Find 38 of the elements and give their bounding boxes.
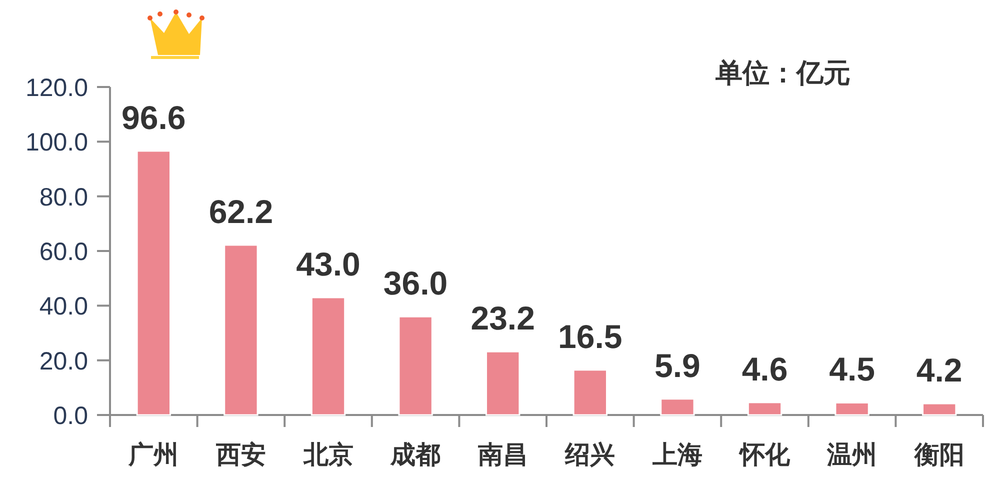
y-tick-label: 0.0: [53, 402, 88, 430]
y-tick-label: 40.0: [39, 292, 88, 321]
data-label: 23.2: [470, 300, 535, 337]
data-label: 36.0: [383, 264, 448, 302]
data-label: 5.9: [654, 346, 700, 384]
data-label: 43.0: [296, 245, 360, 282]
bar: [398, 316, 433, 416]
x-tick-label: 绍兴: [564, 441, 616, 469]
data-label: 4.5: [829, 350, 875, 388]
bar: [834, 402, 870, 416]
bar: [572, 369, 608, 416]
y-tick-label: 60.0: [39, 238, 88, 266]
x-tick-label: 成都: [390, 441, 441, 469]
y-tick-label: 80.0: [39, 183, 88, 212]
bar: [747, 402, 782, 416]
data-label: 4.6: [742, 350, 788, 388]
data-label: 62.2: [208, 192, 274, 230]
bar: [922, 402, 957, 416]
x-tick-label: 北京: [302, 441, 354, 469]
bar: [310, 296, 346, 416]
data-label: 4.2: [916, 352, 962, 389]
x-tick-label: 温州: [826, 441, 878, 469]
x-tick-label: 南昌: [476, 441, 528, 469]
x-tick-label: 怀化: [738, 441, 791, 469]
x-tick-label: 上海: [651, 441, 702, 469]
bar: [486, 350, 520, 416]
y-tick-label: 120.0: [25, 74, 88, 102]
data-label: 16.5: [558, 318, 622, 355]
annotation: 单位：亿元: [714, 58, 850, 88]
x-tick-label: 衡阳: [913, 441, 964, 469]
x-tick-label: 广州: [128, 441, 179, 469]
bar: [136, 150, 171, 416]
data-label: 96.6: [122, 98, 186, 136]
y-tick-label: 100.0: [25, 128, 88, 157]
x-tick-label: 西安: [214, 441, 266, 469]
bar: [224, 244, 258, 416]
bar: [660, 398, 695, 416]
y-tick-label: 20.0: [39, 347, 88, 376]
